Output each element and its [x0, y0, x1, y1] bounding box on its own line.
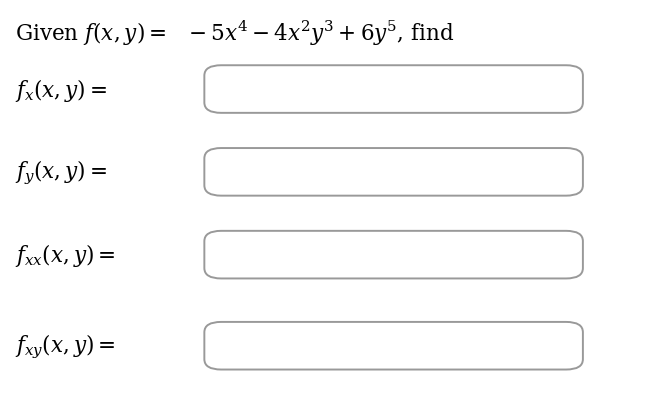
Text: $f_x(x, y) =$: $f_x(x, y) =$ — [15, 76, 107, 103]
Text: $f_y(x, y) =$: $f_y(x, y) =$ — [15, 159, 107, 186]
Text: Given $f(x, y) = \ \ -5x^4 - 4x^2y^3 + 6y^5$, find: Given $f(x, y) = \ \ -5x^4 - 4x^2y^3 + 6… — [15, 19, 454, 48]
Text: $f_{xy}(x, y) =$: $f_{xy}(x, y) =$ — [15, 332, 115, 360]
FancyBboxPatch shape — [204, 66, 583, 114]
FancyBboxPatch shape — [204, 322, 583, 370]
FancyBboxPatch shape — [204, 231, 583, 279]
FancyBboxPatch shape — [204, 149, 583, 196]
Text: $f_{xx}(x, y) =$: $f_{xx}(x, y) =$ — [15, 242, 115, 268]
